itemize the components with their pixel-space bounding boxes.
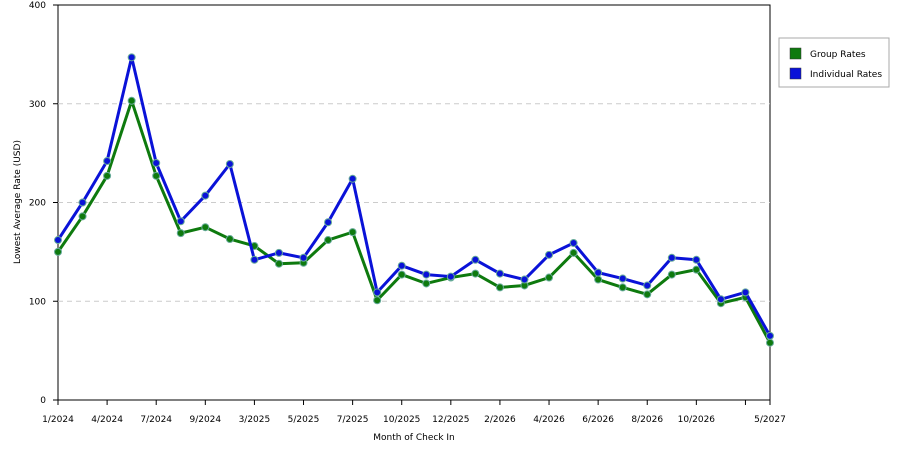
data-point bbox=[594, 275, 603, 284]
data-point bbox=[667, 270, 676, 279]
data-point bbox=[324, 236, 333, 245]
data-point bbox=[692, 265, 701, 274]
y-tick-label: 400 bbox=[29, 1, 46, 11]
data-point bbox=[397, 270, 406, 279]
data-point bbox=[201, 223, 210, 232]
data-point bbox=[569, 248, 578, 257]
data-point bbox=[201, 191, 210, 200]
data-point bbox=[373, 288, 382, 297]
data-point bbox=[618, 283, 627, 292]
data-point bbox=[520, 275, 529, 284]
x-tick-label: 2/2026 bbox=[484, 415, 516, 425]
data-point bbox=[471, 269, 480, 278]
data-point bbox=[299, 253, 308, 262]
data-point bbox=[446, 272, 455, 281]
x-tick-label: 5/2025 bbox=[288, 415, 320, 425]
x-tick-label: 4/2026 bbox=[533, 415, 565, 425]
data-point bbox=[495, 283, 504, 292]
data-point bbox=[545, 273, 554, 282]
x-tick-label: 3/2025 bbox=[239, 415, 271, 425]
data-point bbox=[397, 261, 406, 270]
x-tick-label: 5/2027 bbox=[754, 415, 786, 425]
data-point bbox=[766, 338, 774, 347]
x-tick-label: 7/2024 bbox=[140, 415, 172, 425]
x-tick-label: 6/2026 bbox=[582, 415, 614, 425]
data-point bbox=[54, 247, 62, 256]
x-tick-label: 4/2024 bbox=[91, 415, 123, 425]
series-line bbox=[56, 55, 772, 337]
x-tick-label: 7/2025 bbox=[337, 415, 369, 425]
data-point bbox=[225, 159, 234, 168]
legend-label: Individual Rates bbox=[810, 70, 882, 80]
x-tick-label: 1/2024 bbox=[42, 415, 74, 425]
data-point bbox=[643, 290, 652, 299]
data-point bbox=[274, 259, 283, 268]
data-point bbox=[667, 253, 676, 262]
legend-swatch bbox=[789, 67, 802, 80]
x-tick-label: 10/2025 bbox=[383, 415, 420, 425]
data-point bbox=[78, 198, 87, 207]
data-point bbox=[594, 268, 603, 277]
data-point bbox=[225, 235, 234, 244]
data-point bbox=[618, 274, 627, 283]
data-point bbox=[274, 248, 283, 257]
data-point bbox=[348, 174, 357, 183]
x-tick-label: 8/2026 bbox=[631, 415, 663, 425]
data-point bbox=[127, 96, 136, 105]
y-tick-label: 300 bbox=[29, 100, 46, 110]
data-point bbox=[471, 255, 480, 264]
data-point bbox=[766, 331, 774, 340]
x-tick-label: 9/2024 bbox=[189, 415, 221, 425]
data-point bbox=[741, 288, 750, 297]
data-point bbox=[348, 228, 357, 237]
data-point bbox=[422, 279, 431, 288]
data-point bbox=[54, 236, 62, 245]
data-point bbox=[716, 295, 725, 304]
y-tick-label: 100 bbox=[29, 297, 46, 307]
y-axis-label: Lowest Average Rate (USD) bbox=[13, 140, 23, 264]
data-point bbox=[250, 255, 259, 264]
legend-label: Group Rates bbox=[810, 50, 866, 60]
series-line bbox=[56, 99, 772, 344]
data-point bbox=[569, 238, 578, 247]
data-point bbox=[176, 229, 185, 238]
data-point bbox=[78, 212, 87, 221]
data-point bbox=[127, 53, 136, 62]
data-point bbox=[545, 250, 554, 259]
data-point bbox=[324, 218, 333, 227]
y-tick-label: 200 bbox=[29, 199, 46, 209]
x-tick-label: 10/2026 bbox=[678, 415, 716, 425]
data-point bbox=[103, 157, 112, 166]
data-point bbox=[643, 281, 652, 290]
data-point bbox=[495, 269, 504, 278]
data-point bbox=[176, 217, 185, 226]
data-point bbox=[152, 159, 161, 167]
data-point bbox=[103, 171, 112, 180]
data-point bbox=[422, 270, 431, 279]
x-axis-label: Month of Check In bbox=[373, 433, 455, 443]
legend-swatch bbox=[789, 47, 802, 60]
y-tick-label: 0 bbox=[40, 396, 46, 406]
data-point bbox=[692, 255, 701, 264]
data-point bbox=[373, 296, 382, 305]
x-tick-label: 12/2025 bbox=[432, 415, 469, 425]
data-point bbox=[152, 171, 161, 180]
